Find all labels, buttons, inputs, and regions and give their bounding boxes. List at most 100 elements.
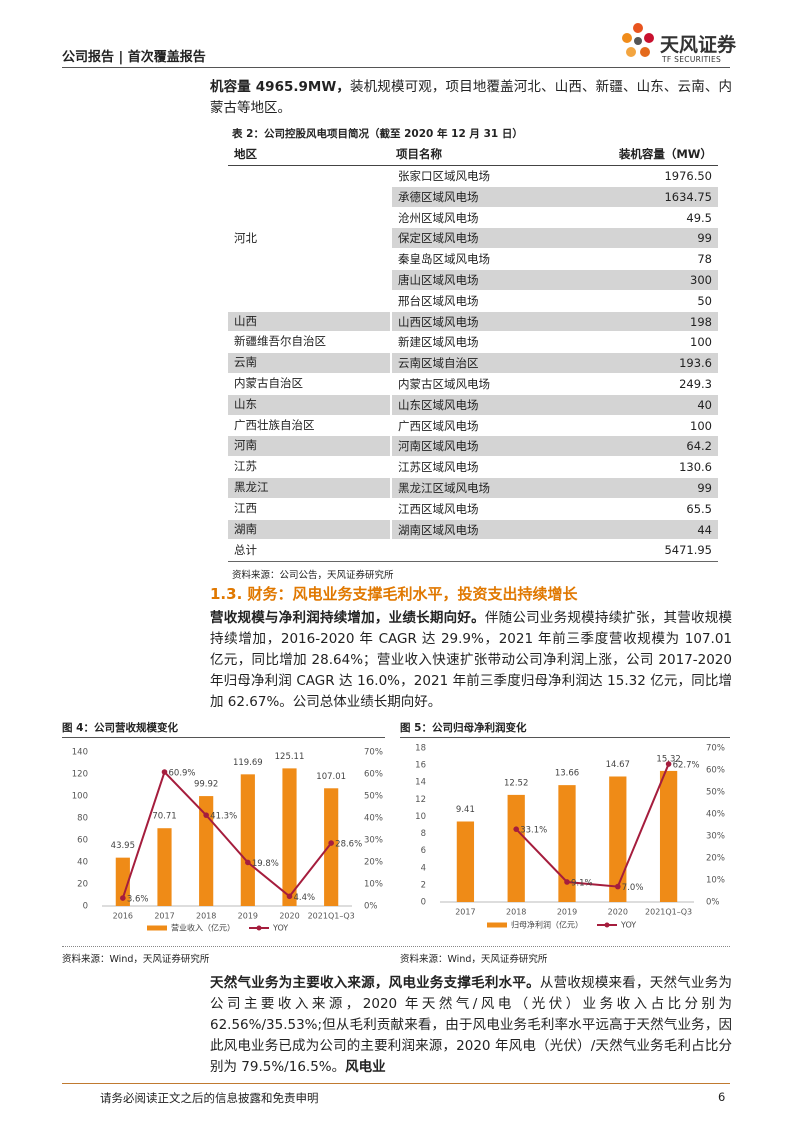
- logo-petal: [640, 47, 650, 57]
- project-cell: 邢台区域风电场: [392, 290, 718, 311]
- line-marker: [665, 761, 672, 767]
- section-heading: 1.3. 财务：风电业务支撑毛利水平，投资支出持续增长: [210, 585, 578, 603]
- x-tick-label: 2017: [154, 912, 174, 921]
- legend-swatch: [487, 922, 507, 928]
- project-cell: 保定区域风电场: [392, 228, 718, 249]
- y-tick-label: 140: [72, 748, 88, 758]
- project-cell: 唐山区域风电场: [392, 270, 718, 290]
- y2-tick-label: 70%: [706, 744, 725, 754]
- line: [121, 770, 332, 899]
- bar-label: 13.66: [555, 769, 579, 779]
- y2-tick-label: 70%: [364, 748, 383, 758]
- y2-tick-label: 60%: [364, 770, 383, 780]
- project-cell: 广西区域风电场: [392, 415, 718, 436]
- project-cell: 河南区域风电场: [392, 436, 718, 457]
- bar-label: 14.67: [606, 760, 630, 770]
- region-cell: 湖南: [228, 519, 390, 540]
- project-cell: 江苏区域风电场: [392, 457, 718, 477]
- figure-source: 资料来源：Wind，天风证券研究所: [62, 954, 210, 965]
- footer-disclaimer: 请务必阅读正文之后的信息披露和免责申明: [100, 1091, 319, 1105]
- y-tick-label: 6: [421, 846, 426, 856]
- line-label: 7.0%: [622, 883, 644, 893]
- logo-petal: [633, 23, 643, 33]
- line-label: 41.3%: [210, 812, 237, 822]
- line-label: 33.1%: [520, 826, 547, 836]
- capacity-cell: 1634.75: [664, 189, 712, 204]
- y2-tick-label: 40%: [706, 810, 725, 820]
- capacity-cell: 100: [690, 418, 712, 433]
- line-label: 3.6%: [127, 895, 149, 905]
- x-tick-label: 2018: [506, 908, 526, 917]
- page-number: 6: [718, 1090, 726, 1104]
- region-cell: 内蒙古自治区: [228, 374, 390, 394]
- bold-end: 风电业: [345, 1059, 386, 1075]
- y-tick-label: 60: [77, 836, 88, 846]
- bar: [199, 796, 214, 906]
- x-tick-label: 2020: [608, 908, 628, 917]
- line-marker: [245, 859, 251, 866]
- bar-label: 12.52: [504, 778, 528, 788]
- logo-icon: [622, 23, 654, 57]
- project-cell: 张家口区域风电场: [392, 166, 718, 186]
- table: 地区 项目名称 装机容量（MW） 张家口区域风电场 1976.50 承德区域风电场 1634…: [228, 144, 718, 563]
- header-left: 公司报告 | 首次覆盖报告: [62, 50, 206, 65]
- logo-petal: [622, 33, 632, 43]
- x-tick-label: 2016: [113, 912, 133, 921]
- capacity-cell: 49.5: [686, 210, 712, 225]
- logo-text: 天风证券: [660, 34, 737, 56]
- y-tick-label: 8: [421, 829, 426, 839]
- region-cell: 江苏: [228, 457, 390, 477]
- line-label: 9.1%: [571, 878, 593, 888]
- legend-swatch: [604, 922, 610, 928]
- project-cell: 山西区域风电场: [392, 311, 718, 332]
- capacity-cell: 100: [690, 335, 712, 350]
- y-tick-label: 0: [421, 898, 426, 908]
- y-tick-label: 100: [72, 792, 88, 802]
- line-marker: [615, 883, 621, 890]
- table-header: 项目名称: [396, 147, 442, 161]
- project-cell: 新建区域风电场: [392, 332, 718, 353]
- project-cell: 云南区域自治区: [392, 353, 718, 373]
- bar-label: 9.41: [456, 805, 475, 815]
- region-cell: 山东: [228, 394, 390, 415]
- y2-tick-label: 10%: [706, 876, 725, 886]
- y-tick-label: 120: [72, 770, 88, 780]
- line-marker: [286, 893, 293, 900]
- region-cell: 黑龙江: [228, 478, 390, 498]
- legend-swatch: [147, 925, 167, 931]
- figure-caption: 图 5：公司归母净利润变化: [400, 722, 527, 734]
- bar-label: 107.01: [316, 772, 346, 782]
- project-cell: 内蒙古区域风电场: [392, 374, 718, 394]
- y2-tick-label: 0%: [364, 902, 378, 912]
- line-marker: [328, 840, 334, 846]
- paragraph: 天然气业务为主要收入来源，风电业务支撑毛利水平。从营收规模来看，天然气业务为公司…: [210, 973, 732, 1078]
- figure-separator: [62, 946, 730, 947]
- line-marker: [161, 769, 168, 775]
- legend-label: 归母净利润（亿元）: [511, 920, 583, 930]
- project-cell: 承德区域风电场: [392, 186, 718, 207]
- bar-label: 43.95: [111, 841, 135, 851]
- y-tick-label: 40: [77, 858, 88, 868]
- project-cell: 沧州区域风电场: [392, 207, 718, 228]
- line-label: 60.9%: [169, 769, 196, 779]
- project-cell: 湖南区域风电场: [392, 519, 718, 540]
- line-label: 4.4%: [294, 893, 316, 903]
- header-rule: [62, 67, 730, 68]
- bar: [115, 857, 130, 906]
- chart: 0 2 4 6 8 10 12 14 16 18 0% 10% 20% 30% 40% 50% 60% 70% 20…: [415, 744, 725, 930]
- logo-petal: [626, 47, 636, 57]
- line-label: 19.8%: [252, 859, 279, 869]
- capacity-cell: 99: [697, 481, 712, 495]
- capacity-cell: 193.6: [679, 356, 712, 371]
- logo-center: [634, 37, 642, 45]
- table-header: 地区: [234, 147, 257, 161]
- table-source: 资料来源：公司公告，天风证券研究所: [232, 570, 394, 581]
- y2-tick-label: 40%: [364, 814, 383, 824]
- line-label: 62.7%: [673, 761, 700, 771]
- x-tick-label: 2021Q1–Q3: [645, 908, 692, 917]
- x-tick-label: 2020: [279, 912, 299, 921]
- y2-tick-label: 60%: [706, 766, 725, 776]
- bar-label: 119.69: [233, 758, 263, 768]
- y2-tick-label: 30%: [706, 832, 725, 842]
